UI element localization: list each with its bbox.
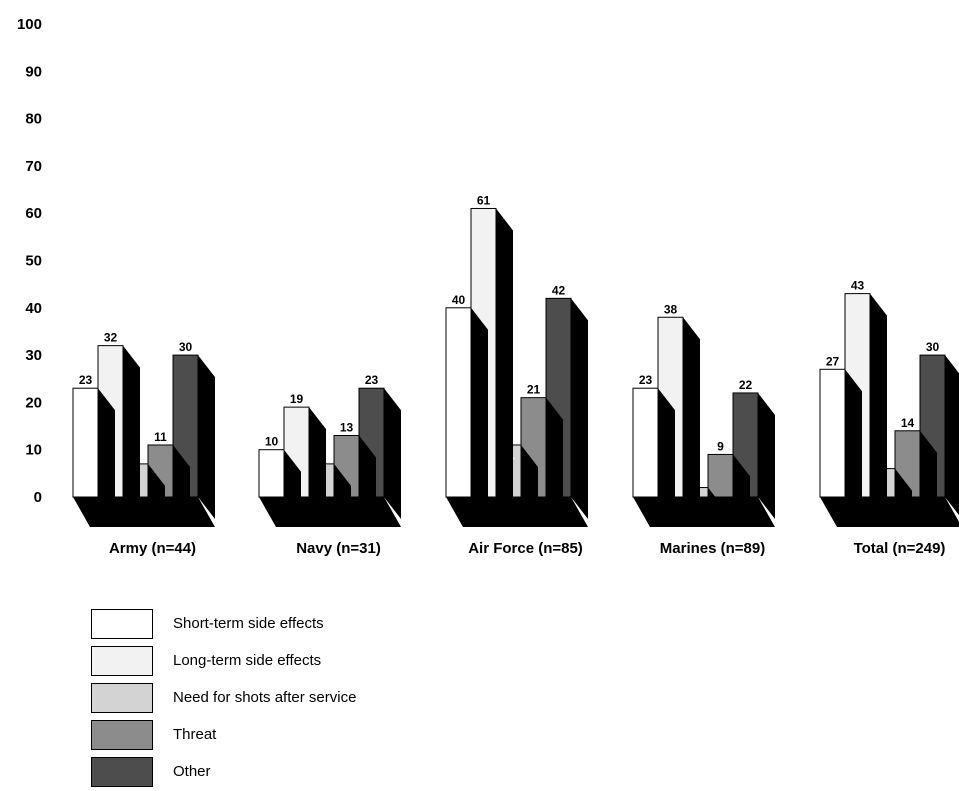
- y-tick-label: 10: [25, 442, 42, 459]
- bar: [258, 449, 285, 498]
- bar-side: [384, 388, 401, 519]
- legend-swatch: [91, 757, 153, 787]
- x-tick-label: Navy (n=31): [296, 540, 381, 557]
- data-label: 11: [154, 430, 167, 444]
- legend-item: Need for shots after service: [91, 683, 491, 717]
- bar-side: [945, 355, 959, 516]
- bar-side: [683, 317, 700, 519]
- bar-side: [870, 293, 887, 519]
- y-tick-label: 90: [25, 63, 42, 80]
- bar: [707, 453, 734, 498]
- bar-side: [496, 208, 513, 519]
- legend-label: Short-term side effects: [173, 615, 324, 632]
- data-label: 27: [826, 354, 840, 368]
- data-label: 32: [104, 331, 118, 345]
- bar-side: [546, 397, 563, 519]
- bar-side: [123, 345, 140, 519]
- data-label: 30: [926, 340, 940, 354]
- legend-swatch: [91, 683, 153, 713]
- data-label: 14: [901, 416, 915, 430]
- group-floor: [259, 497, 401, 527]
- group-floor: [73, 497, 215, 527]
- data-label: 19: [290, 392, 304, 406]
- y-tick-label: 20: [25, 394, 42, 411]
- data-label: 38: [664, 302, 678, 316]
- data-label: 21: [527, 383, 541, 397]
- y-axis: 0 10 20 30 40 50 60 70 80 90 100: [17, 16, 42, 506]
- y-tick-label: 40: [25, 300, 42, 317]
- data-label: 42: [552, 283, 566, 297]
- group-floor: [820, 497, 959, 527]
- bar-side: [708, 487, 725, 519]
- data-label: 13: [340, 421, 354, 435]
- legend-swatch: [91, 720, 153, 750]
- y-tick-label: 80: [25, 111, 42, 128]
- data-label: 40: [452, 293, 466, 307]
- x-tick-label: Army (n=44): [109, 540, 196, 557]
- y-tick-label: 30: [25, 347, 42, 364]
- data-label: 23: [365, 373, 379, 387]
- bar-side: [98, 388, 115, 519]
- data-label: 30: [179, 340, 193, 354]
- x-tick-label: Marines (n=89): [660, 540, 765, 557]
- bar-side: [658, 388, 675, 519]
- legend-label: Threat: [173, 726, 217, 743]
- x-tick-label: Total (n=249): [854, 540, 946, 557]
- bar-side: [471, 307, 488, 519]
- bar-side: [334, 463, 351, 519]
- data-label: 61: [477, 193, 491, 207]
- bar-side: [198, 355, 215, 519]
- bar-side: [309, 407, 326, 519]
- bar-side: [148, 463, 165, 519]
- y-tick-label: 50: [25, 253, 42, 270]
- bar-side: [845, 369, 862, 519]
- bars: 3011732232313719104221116140229238233014…: [72, 193, 959, 519]
- group-floor: [446, 497, 588, 527]
- y-tick-label: 0: [34, 489, 42, 506]
- bar-side: [521, 444, 538, 519]
- bar: [632, 387, 659, 498]
- data-label: 9: [717, 439, 724, 453]
- data-label: 43: [851, 279, 865, 293]
- data-label: 10: [265, 435, 279, 449]
- bar-side: [173, 444, 190, 519]
- group-floor: [633, 497, 775, 527]
- legend-swatch: [91, 609, 153, 639]
- x-tick-label: Air Force (n=85): [468, 540, 583, 557]
- legend-label: Long-term side effects: [173, 652, 322, 669]
- bar-side: [758, 392, 775, 519]
- bar: [445, 307, 472, 498]
- bar-side: [284, 449, 301, 519]
- bar-side: [920, 430, 937, 519]
- legend-swatch: [91, 646, 153, 676]
- y-tick-label: 70: [25, 158, 42, 175]
- bar: [819, 368, 846, 498]
- data-label: 23: [639, 373, 653, 387]
- data-label: 23: [79, 373, 93, 387]
- legend-label: Other: [173, 763, 211, 780]
- legend-item: Threat: [91, 720, 491, 754]
- bar: [72, 387, 99, 498]
- bar-side: [895, 468, 912, 519]
- bar-side: [359, 435, 376, 519]
- data-label: 22: [739, 378, 753, 392]
- legend-item: Short-term side effects: [91, 609, 491, 643]
- y-tick-label: 60: [25, 205, 42, 222]
- bar-side: [733, 454, 750, 519]
- legend-label: Need for shots after service: [173, 689, 357, 706]
- bar-side: [571, 298, 588, 519]
- legend-item: Other: [91, 757, 491, 791]
- legend-item: Long-term side effects: [91, 646, 491, 680]
- x-axis-labels: Army (n=44) Navy (n=31) Air Force (n=85) Ma…: [109, 540, 945, 557]
- y-tick-label: 100: [17, 16, 42, 33]
